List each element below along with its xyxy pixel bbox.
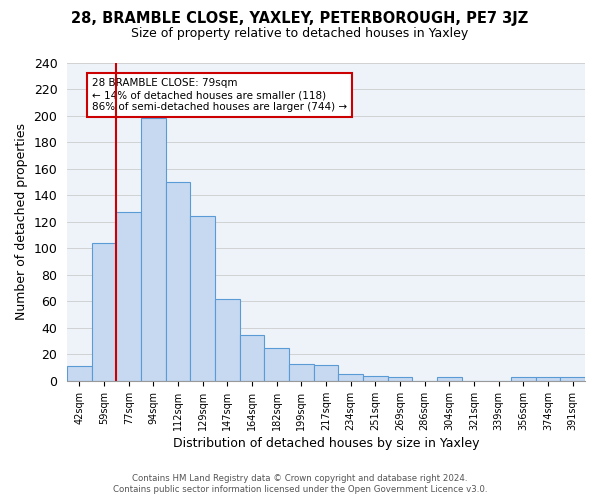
- Text: 28 BRAMBLE CLOSE: 79sqm
← 14% of detached houses are smaller (118)
86% of semi-d: 28 BRAMBLE CLOSE: 79sqm ← 14% of detache…: [92, 78, 347, 112]
- Bar: [215, 298, 240, 381]
- Text: Contains HM Land Registry data © Crown copyright and database right 2024.
Contai: Contains HM Land Registry data © Crown c…: [113, 474, 487, 494]
- Bar: [314, 365, 338, 381]
- Text: Size of property relative to detached houses in Yaxley: Size of property relative to detached ho…: [131, 28, 469, 40]
- Bar: [289, 364, 314, 381]
- Bar: [190, 216, 215, 381]
- Bar: [388, 377, 412, 381]
- Bar: [67, 366, 92, 381]
- Bar: [560, 377, 585, 381]
- Bar: [511, 377, 536, 381]
- Text: 28, BRAMBLE CLOSE, YAXLEY, PETERBOROUGH, PE7 3JZ: 28, BRAMBLE CLOSE, YAXLEY, PETERBOROUGH,…: [71, 12, 529, 26]
- Bar: [240, 334, 265, 381]
- Bar: [536, 377, 560, 381]
- Bar: [338, 374, 363, 381]
- Bar: [363, 376, 388, 381]
- Bar: [166, 182, 190, 381]
- Bar: [116, 212, 141, 381]
- Y-axis label: Number of detached properties: Number of detached properties: [15, 123, 28, 320]
- Bar: [141, 118, 166, 381]
- X-axis label: Distribution of detached houses by size in Yaxley: Distribution of detached houses by size …: [173, 437, 479, 450]
- Bar: [265, 348, 289, 381]
- Bar: [92, 243, 116, 381]
- Bar: [437, 377, 462, 381]
